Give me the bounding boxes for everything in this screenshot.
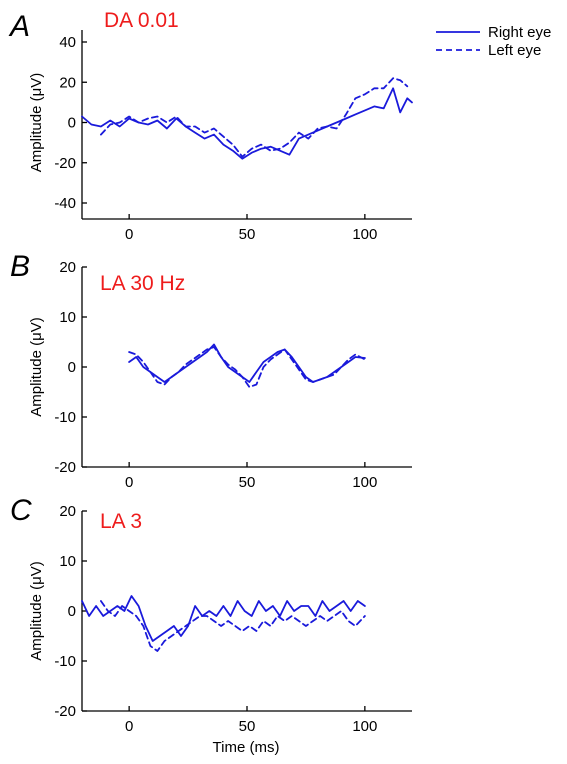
- series-left-eye-line: [101, 78, 407, 157]
- y-tick-label: 0: [68, 115, 76, 132]
- panel-title: DA 0.01: [104, 9, 179, 32]
- legend-left-eye-label: Left eye: [488, 42, 541, 59]
- y-tick-label: -20: [54, 703, 76, 720]
- x-tick-label: 50: [239, 474, 256, 491]
- panel-b: B LA 30 Hz -20 -10 0 10 20 0 50 100 Amplitude (μV): [10, 250, 412, 491]
- panel-letter: B: [10, 250, 30, 283]
- y-tick-label: -20: [54, 155, 76, 172]
- y-axis-label: Amplitude (μV): [28, 561, 45, 661]
- y-tick-label: -10: [54, 409, 76, 426]
- x-tick-label: 100: [352, 718, 377, 735]
- legend: Right eye Left eye: [436, 24, 551, 59]
- legend-right-eye-label: Right eye: [488, 24, 551, 41]
- y-tick-label: 20: [59, 259, 76, 276]
- y-tick-label: 0: [68, 359, 76, 376]
- y-tick-label: 20: [59, 503, 76, 520]
- y-axis-label: Amplitude (μV): [28, 317, 45, 417]
- x-tick-label: 50: [239, 718, 256, 735]
- y-tick-label: -10: [54, 653, 76, 670]
- x-tick-label: 50: [239, 226, 256, 243]
- panel-c: C LA 3 -20 -10 0 10 20 0 50 100 Amplitude (μV): [10, 494, 412, 735]
- x-tick-label: 0: [125, 226, 133, 243]
- x-tick-label: 0: [125, 474, 133, 491]
- x-tick-label: 0: [125, 718, 133, 735]
- x-axis-label: Time (ms): [213, 739, 280, 756]
- y-axis-label: Amplitude (μV): [28, 73, 45, 173]
- x-tick-label: 100: [352, 474, 377, 491]
- panel-a: A DA 0.01 -40 -20 0 20 40 0 50 100 Amplitude (μV): [8, 9, 412, 243]
- panel-letter: C: [10, 494, 32, 527]
- y-tick-label: 10: [59, 553, 76, 570]
- y-tick-label: -20: [54, 459, 76, 476]
- series-left-eye-line: [101, 601, 365, 651]
- panel-letter: A: [8, 10, 30, 43]
- y-tick-label: -40: [54, 195, 76, 212]
- panel-title: LA 3: [100, 510, 142, 533]
- y-tick-label: 20: [59, 74, 76, 91]
- series-right-eye-line: [82, 88, 412, 158]
- y-tick-label: 10: [59, 309, 76, 326]
- x-tick-label: 100: [352, 226, 377, 243]
- y-tick-label: 0: [68, 603, 76, 620]
- y-tick-label: 40: [59, 34, 76, 51]
- panel-title: LA 30 Hz: [100, 272, 185, 295]
